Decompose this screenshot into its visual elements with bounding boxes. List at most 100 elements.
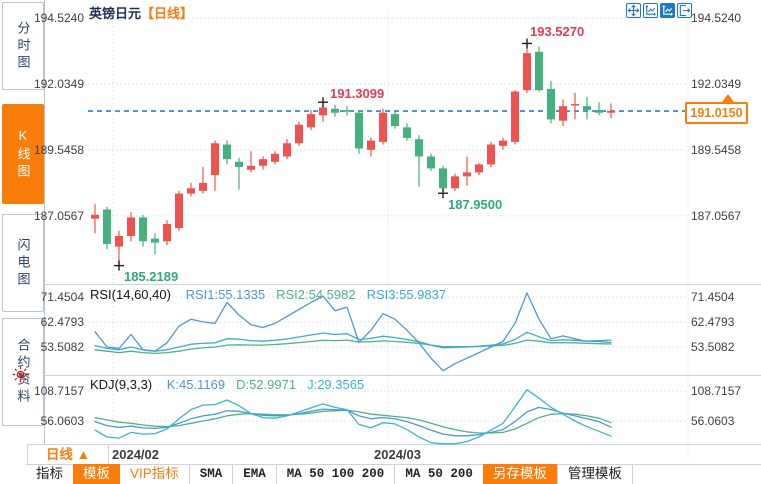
sidebar-tab-2[interactable]: K线图	[2, 104, 44, 204]
y-axis-label: 189.5458	[691, 142, 742, 157]
indicator-toolbar: 指标 模板 VIP指标 SMA EMA MA 50 100 200 MA 50 200 另存模…	[26, 464, 633, 484]
candle-body	[139, 217, 147, 242]
y-axis-label: 187.0567	[691, 208, 742, 223]
candle-body	[475, 164, 483, 173]
candle-body	[187, 188, 195, 194]
candle-body	[391, 114, 399, 126]
y-axis-label: 62.4793	[691, 315, 735, 329]
candle-body	[223, 144, 231, 160]
price-annotation: 185.2189	[124, 268, 179, 284]
candle-body	[559, 106, 567, 121]
y-axis-label: 187.0567	[33, 208, 84, 223]
toolbar-item-另存模板[interactable]: 另存模板	[482, 464, 557, 484]
kdj-line-d	[94, 409, 612, 434]
candle-body	[583, 106, 591, 111]
candle-body	[427, 156, 435, 169]
candle-body	[547, 88, 555, 120]
candle-body	[403, 127, 411, 138]
y-axis-label: 194.5240	[33, 11, 84, 26]
y-axis-label: 71.4504	[40, 290, 84, 304]
y-axis-label: 71.4504	[691, 290, 735, 304]
candle-body	[103, 209, 111, 244]
kdj-legend-value: K:45.1169	[166, 377, 226, 392]
candle-body	[499, 140, 507, 146]
candle-body	[127, 217, 135, 236]
toolbar-item-sma[interactable]: SMA	[188, 464, 233, 484]
price-annotation: 187.9500	[448, 197, 503, 213]
candle-body	[607, 111, 615, 113]
y-axis-label: 192.0349	[33, 77, 84, 91]
scale-chart-icon[interactable]	[660, 3, 675, 18]
y-axis-label: 62.4793	[40, 315, 84, 329]
symbol-name: 英镑日元	[89, 6, 142, 21]
y-axis-label: 53.5082	[40, 340, 84, 354]
candle-body	[355, 112, 363, 149]
y-axis-label: 194.5240	[691, 11, 742, 26]
toolbar-item-模板[interactable]: 模板	[73, 464, 120, 484]
sidebar-tab-1[interactable]: 分时图	[2, 2, 44, 90]
candle-body	[487, 144, 495, 165]
x-axis-date-label: 2024/02	[112, 447, 159, 462]
candle-body	[571, 104, 579, 106]
candle-body	[211, 143, 219, 176]
candle-body	[151, 238, 159, 243]
kdj-indicator-name: KDJ(9,3,3)	[90, 377, 153, 392]
candle-body	[463, 172, 471, 177]
y-axis-label: 108.7157	[691, 384, 742, 398]
candle-body	[259, 159, 267, 166]
sidebar-tab-3[interactable]: 闪电图	[2, 214, 44, 312]
rsi-line-rsi1	[94, 292, 612, 372]
rsi-legend: RSI(14,60,40) RSI1:55.1335 RSI2:54.5982 RS…	[90, 287, 457, 302]
alert-burst-icon	[12, 366, 29, 383]
toolbar-item-管理模板[interactable]: 管理模板	[556, 464, 633, 484]
y-axis-label: 56.0603	[40, 413, 84, 428]
price-tag-arrow-icon	[722, 94, 734, 102]
toolbar-item-ma-50-100-200[interactable]: MA 50 100 200	[275, 464, 395, 484]
candle-body	[307, 114, 315, 128]
chart-title: 英镑日元【日线】	[89, 3, 193, 22]
period-name: 【日线】	[141, 6, 194, 21]
toolbar-item-ema[interactable]: EMA	[232, 464, 276, 484]
candle-body	[175, 193, 183, 229]
candle-body	[379, 112, 387, 142]
price-annotation: 191.3099	[330, 86, 385, 102]
kdj-legend-value: J:29.3565	[307, 377, 365, 392]
toolbar-item-vip指标[interactable]: VIP指标	[130, 466, 179, 481]
candle-body	[91, 214, 99, 219]
candle-body	[451, 176, 459, 189]
candle-body	[331, 108, 339, 113]
x-axis-date-label: 2024/03	[374, 447, 421, 462]
rsi-line-rsi3	[94, 331, 612, 352]
chart-toolbar-icons	[626, 3, 694, 18]
period-selector-button[interactable]: 日线 ▲	[27, 444, 109, 465]
candle-body	[271, 153, 279, 162]
candle-body	[163, 224, 171, 242]
pan-icon[interactable]	[626, 3, 641, 18]
candle-body	[283, 143, 291, 157]
rsi-legend-value: RSI2:54.5982	[276, 287, 356, 302]
candle-body	[295, 124, 303, 144]
kdj-legend: KDJ(9,3,3) K:45.1169 D:52.9971 J:29.3565	[90, 377, 375, 392]
scale-axis-icon[interactable]	[643, 3, 658, 18]
price-annotation: 193.5270	[530, 24, 585, 40]
candle-body	[523, 53, 531, 91]
kdj-legend-value: D:52.9971	[236, 377, 297, 392]
toolbar-item-指标[interactable]: 指标	[36, 466, 63, 481]
candle-body	[343, 110, 351, 112]
rsi-line-rsi2	[94, 339, 612, 355]
current-price-label: 191.0150	[685, 102, 748, 124]
candle-body	[535, 51, 543, 91]
y-axis-label: 192.0349	[691, 77, 742, 91]
candle-body	[235, 161, 243, 168]
kdj-line-j	[94, 389, 612, 445]
y-axis-label: 56.0603	[691, 413, 735, 428]
y-axis-label: 53.5082	[691, 340, 735, 354]
candle-body	[199, 182, 207, 191]
toolbar-item-ma-50-200[interactable]: MA 50 200	[394, 464, 483, 484]
exit-right-icon[interactable]	[677, 3, 692, 18]
candle-body	[247, 165, 255, 170]
rsi-indicator-name: RSI(14,60,40)	[90, 287, 171, 302]
candle-body	[595, 110, 603, 113]
